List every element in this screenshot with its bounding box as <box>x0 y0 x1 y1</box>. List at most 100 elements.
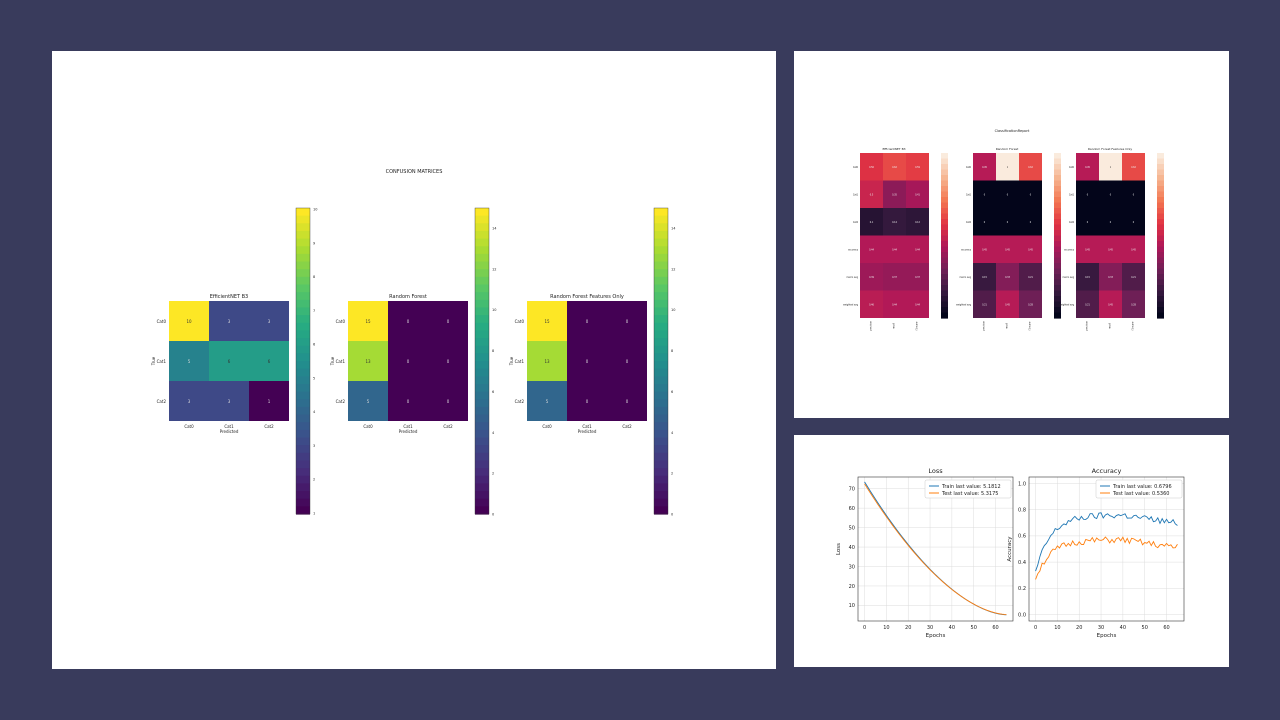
class-report-row-label: weighted avg <box>1059 304 1074 307</box>
class-report-cell <box>860 290 883 318</box>
colorbar-segment <box>296 238 310 247</box>
confusion-row-label: Cat0 <box>157 319 167 324</box>
colorbar-segment <box>654 299 668 309</box>
colorbar-segment <box>654 475 668 484</box>
class-report-cell <box>1122 180 1145 208</box>
colorbar-segment <box>654 208 668 217</box>
colorbar-segment <box>475 383 489 393</box>
colorbar-segment <box>654 215 668 224</box>
class-report-cell-label: 0.56 <box>869 166 874 169</box>
training-curves-figure: Loss 0 10 20 30 40 50 60 10 20 30 40 50 60 70 Epochs Los… <box>836 467 1185 639</box>
class-report-colorbar-segment <box>941 219 948 226</box>
colorbar-tick: 2 <box>313 478 315 482</box>
class-report-cell <box>1099 180 1122 208</box>
colorbar-segment <box>475 452 489 462</box>
series-line-0 <box>1035 512 1178 572</box>
class-report-colorbar-segment <box>1157 241 1164 248</box>
class-report-colorbar-segment <box>1157 301 1164 308</box>
class-report-cell <box>1099 208 1122 236</box>
colorbar-segment <box>654 246 668 255</box>
class-report-heatmap-title: EfficientNET B3 <box>882 147 905 151</box>
y-tick-label: 0.6 <box>1018 534 1026 540</box>
class-report-row-label: Cat2 <box>1069 221 1075 224</box>
class-report-cell <box>883 235 906 263</box>
colorbar-segment <box>475 315 489 324</box>
y-axis-label: Accuracy <box>1007 536 1013 562</box>
class-report-cell-label: 0.21 <box>1131 276 1136 279</box>
colorbar-segment <box>654 223 668 232</box>
colorbar-segment <box>475 445 489 454</box>
class-report-colorbar-segment <box>1054 279 1061 286</box>
class-report-colorbar-segment <box>1157 296 1164 303</box>
x-tick-label: 30 <box>927 625 933 631</box>
class-report-colorbar-segment <box>1157 164 1164 171</box>
class-report-colorbar-segment <box>1157 246 1164 253</box>
confusion-cell-label: 3 <box>188 399 191 404</box>
class-report-cell-label: 0.45 <box>1131 249 1136 252</box>
confusion-cell-label: 13 <box>544 359 550 364</box>
colorbar-segment <box>654 406 668 416</box>
class-report-colorbar-segment <box>1054 241 1061 248</box>
class-report-row-label: Cat1 <box>853 194 859 197</box>
colorbar-segment <box>296 223 310 232</box>
chart-title: Loss <box>928 467 943 475</box>
colorbar-segment <box>475 399 489 408</box>
colorbar-tick: 0 <box>492 513 494 517</box>
x-tick-label: 50 <box>971 625 977 631</box>
class-report-colorbar-segment <box>1054 274 1061 281</box>
colorbar-segment <box>654 276 668 286</box>
class-report-colorbar-segment <box>1054 312 1061 319</box>
x-tick-label: 10 <box>1054 625 1060 631</box>
class-report-cell <box>1099 153 1122 181</box>
class-report-colorbar-segment <box>1054 263 1061 270</box>
colorbar-segment <box>296 437 310 446</box>
colorbar-segment <box>296 215 310 224</box>
colorbar-segment <box>475 491 489 500</box>
training-chart-0: Loss 0 10 20 30 40 50 60 10 20 30 40 50 60 70 Epochs Los… <box>836 467 1014 639</box>
class-report-colorbar-segment <box>1157 224 1164 231</box>
series-line-1 <box>1035 536 1178 580</box>
colorbar-tick: 8 <box>671 349 673 353</box>
confusion-cell <box>388 341 428 381</box>
plot-frame <box>857 476 1014 622</box>
colorbar-segment <box>296 383 310 393</box>
colorbar-tick: 8 <box>313 275 315 279</box>
legend-label: Train last value: 0.6796 <box>1112 484 1172 490</box>
class-report-colorbar-segment <box>941 246 948 253</box>
class-report-cell <box>883 263 906 291</box>
colorbar-tick: 4 <box>671 431 674 435</box>
colorbar-segment <box>475 276 489 286</box>
class-report-colorbar-segment <box>1157 230 1164 237</box>
class-report-cell-label: 0.35 <box>892 194 897 197</box>
colorbar-segment <box>475 498 489 507</box>
class-report-cell-label: 0 <box>1030 194 1032 197</box>
legend-label: Test last value: 0.5360 <box>1112 491 1169 497</box>
confusion-matrix-title: EfficientNET B3 <box>210 294 249 300</box>
class-report-heatmap-0: EfficientNET B3 0.56 0.62 0.59 0.5 0.35 0.41 0.… <box>843 147 948 331</box>
confusion-row-label: Cat0 <box>515 319 525 324</box>
confusion-cell <box>348 381 388 421</box>
class-report-cell-label: 0.45 <box>1005 304 1010 307</box>
class-report-colorbar-segment <box>1054 235 1061 242</box>
confusion-cell-label: 5 <box>546 399 549 404</box>
classification-report-panel: ClassificationReport EfficientNET B3 0.56 0… <box>794 51 1229 418</box>
confusion-cell <box>249 381 289 421</box>
confusion-cell <box>607 381 647 421</box>
class-report-cell <box>1099 235 1122 263</box>
confusion-cell <box>348 301 388 341</box>
class-report-colorbar-segment <box>941 274 948 281</box>
class-report-cell <box>906 235 929 263</box>
plot-frame <box>1028 476 1185 622</box>
confusion-col-label: Cat2 <box>264 424 274 429</box>
class-report-cell-label: 0.45 <box>982 166 987 169</box>
class-report-colorbar-segment <box>941 153 948 160</box>
class-report-heatmap-title: Random Forest <box>996 147 1019 151</box>
colorbar-segment <box>654 261 668 270</box>
class-report-colorbar-segment <box>941 263 948 270</box>
class-report-cell <box>1076 180 1099 208</box>
y-tick-label: 40 <box>849 545 855 551</box>
x-axis-label: Epochs <box>1097 633 1117 639</box>
y-tick-label: 10 <box>849 603 855 609</box>
colorbar-tick: 3 <box>313 444 315 448</box>
class-report-colorbar-segment <box>1054 180 1061 187</box>
